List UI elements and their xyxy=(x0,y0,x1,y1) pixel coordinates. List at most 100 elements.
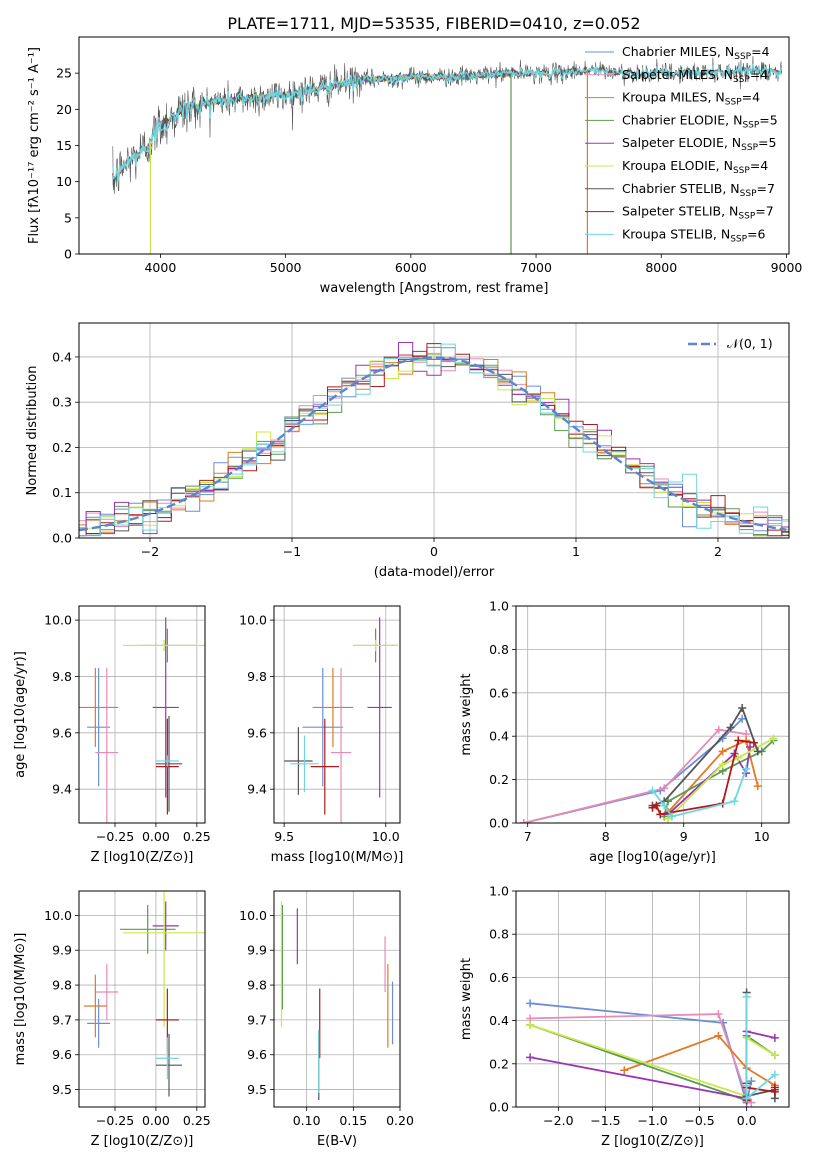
y-tick-label: 15 xyxy=(56,138,72,153)
x-tick-label: 0.00 xyxy=(142,829,170,844)
errorbar-kroupa-miles xyxy=(312,668,354,747)
x-tick-label: 2 xyxy=(714,544,722,559)
errorbar-kroupa-stelib xyxy=(290,735,319,792)
legend-label-sub: SSP xyxy=(733,75,750,85)
weight-marker xyxy=(726,723,735,732)
x-tick-label: 8 xyxy=(602,829,610,844)
axes-z-age: −0.25 0.00 0.25 9.4 9.6 9.8 10.0 Z [log10(Z/Z⊙)… xyxy=(13,605,211,865)
y-tick-label: 9.8 xyxy=(52,669,72,684)
y-tick-label: 9.9 xyxy=(52,943,72,958)
y-tick-label: 10.0 xyxy=(44,613,72,628)
x-axis-label: mass [log10(M/M⊙)] xyxy=(271,850,404,865)
legend-label-suffix: =4 xyxy=(742,90,760,105)
x-tick-label: 8000 xyxy=(645,260,677,275)
errorbar-salpeter-miles xyxy=(95,668,119,823)
legend-label-prefix: Salpeter STELIB, N xyxy=(622,204,738,219)
x-tick-label: −0.25 xyxy=(96,829,134,844)
legend-label-chabrier-stelib: Chabrier STELIB, NSSP=7 xyxy=(622,181,775,199)
plot-layer: 4000 5000 6000 7000 8000 90000510152025wavele… xyxy=(13,36,802,1149)
plot-area xyxy=(112,55,782,254)
y-tick-label: 0.3 xyxy=(52,395,72,410)
legend-label-sub: SSP xyxy=(734,52,751,62)
axes-z-weight: −2.0 −1.5 −1.0 −0.5 0.0 0.0 0.2 0.4 0.6 0.8 1.0 Z [… xyxy=(459,884,790,1149)
y-tick-label: 0.2 xyxy=(489,1056,509,1071)
weight-line xyxy=(651,768,747,818)
weight-marker xyxy=(718,747,727,756)
y-tick-label: 9.8 xyxy=(247,978,267,993)
legend-label-sub: SSP xyxy=(741,143,758,153)
legend-label-sub: SSP xyxy=(733,166,750,176)
x-axis-label: wavelength [Angstrom, rest frame] xyxy=(320,281,549,296)
y-tick-label: 25 xyxy=(56,66,72,81)
legend-label-prefix: Chabrier MILES, N xyxy=(622,44,734,59)
errorbar-kroupa-stelib xyxy=(155,1037,179,1080)
x-tick-label: 0.25 xyxy=(183,1113,211,1128)
weight-marker xyxy=(714,725,723,734)
legend-normal-label: 𝒩(0, 1) xyxy=(727,336,773,351)
x-tick-label: 0.15 xyxy=(339,1113,367,1128)
y-tick-label: 10.0 xyxy=(239,908,267,923)
weight-marker xyxy=(753,782,762,791)
x-tick-label: 0.00 xyxy=(142,1113,170,1128)
weight-series-chabrier-miles xyxy=(519,714,747,823)
weight-series-kroupa-stelib xyxy=(648,764,751,821)
weight-marker xyxy=(668,812,676,821)
x-axis-label: age [log10(age/yr)] xyxy=(589,850,716,865)
weight-marker xyxy=(660,801,669,810)
weight-marker xyxy=(519,819,528,823)
errorbar-chabrier-miles xyxy=(87,999,111,1048)
y-axis-label: Flux [fλ10⁻¹⁷ erg cm⁻² s⁻¹ A⁻¹] xyxy=(27,47,42,244)
y-axis-label: age [log10(age/yr)] xyxy=(13,651,28,778)
weight-marker xyxy=(753,747,762,756)
spectrum-model-top xyxy=(112,63,782,182)
y-axis-label: mass [log10(M/M⊙)] xyxy=(13,933,28,1066)
plot-area xyxy=(519,703,778,823)
legend-label-chabrier-miles: Chabrier MILES, NSSP=4 xyxy=(622,44,770,62)
y-tick-label: 20 xyxy=(56,102,72,117)
axes-frame xyxy=(515,605,790,824)
histogram-kroupa-stelib xyxy=(79,343,789,537)
errorbar-kroupa-elodie xyxy=(353,639,398,652)
weight-line xyxy=(530,1013,753,1104)
x-tick-label: 0.25 xyxy=(183,829,211,844)
axes-frame xyxy=(273,605,401,824)
weight-marker xyxy=(747,1077,756,1086)
errorbar-salpeter-stelib xyxy=(310,718,340,815)
x-tick-label: −1 xyxy=(283,544,301,559)
figure-title: PLATE=1711, MJD=53535, FIBERID=0410, z=0… xyxy=(227,14,640,33)
weight-marker xyxy=(730,797,739,806)
y-tick-label: 9.8 xyxy=(52,978,72,993)
weight-marker xyxy=(526,999,535,1008)
legend-label-suffix: =5 xyxy=(759,112,777,127)
weight-line xyxy=(745,996,776,1101)
weight-series-salpeter-miles xyxy=(519,725,751,823)
x-tick-label: 9 xyxy=(680,829,688,844)
x-axis-label: E(B-V) xyxy=(317,1134,357,1149)
weight-line xyxy=(523,728,747,823)
errorbar-kroupa-elodie xyxy=(123,891,205,1027)
x-tick-label: 0.20 xyxy=(386,1113,414,1128)
legend-label-sub: SSP xyxy=(742,120,759,130)
legend-label-suffix: =4 xyxy=(750,158,768,173)
y-tick-label: 0.2 xyxy=(52,440,72,455)
legend-label-prefix: Kroupa MILES, N xyxy=(622,90,725,105)
y-axis-label: Normed distribution xyxy=(25,366,40,496)
plot-area xyxy=(526,988,779,1107)
y-tick-label: 9.7 xyxy=(52,1012,72,1027)
plot-area xyxy=(79,617,205,823)
legend-label-kroupa-stelib: Kroupa STELIB, NSSP=6 xyxy=(622,226,766,244)
legend-label-chabrier-elodie: Chabrier ELODIE, NSSP=5 xyxy=(622,112,778,130)
legend-label-sub: SSP xyxy=(738,212,755,222)
x-tick-label: 10.0 xyxy=(372,829,400,844)
legend-label-prefix: Salpeter ELODIE, N xyxy=(622,135,741,150)
y-tick-label: 9.9 xyxy=(247,943,267,958)
errorbar-salpeter-elodie xyxy=(152,901,179,951)
axes-spectrum: 4000 5000 6000 7000 8000 9000 0 5 10 15 20 25 wavele… xyxy=(27,36,802,296)
x-tick-label: −1.5 xyxy=(590,1113,620,1128)
axes-frame xyxy=(515,890,790,1108)
plot-area xyxy=(280,901,394,1101)
x-tick-label: 9.5 xyxy=(274,829,294,844)
axes-mass-age: 9.5 10.0 9.4 9.6 9.8 10.0 mass [log10(M/M⊙)] xyxy=(239,605,404,865)
